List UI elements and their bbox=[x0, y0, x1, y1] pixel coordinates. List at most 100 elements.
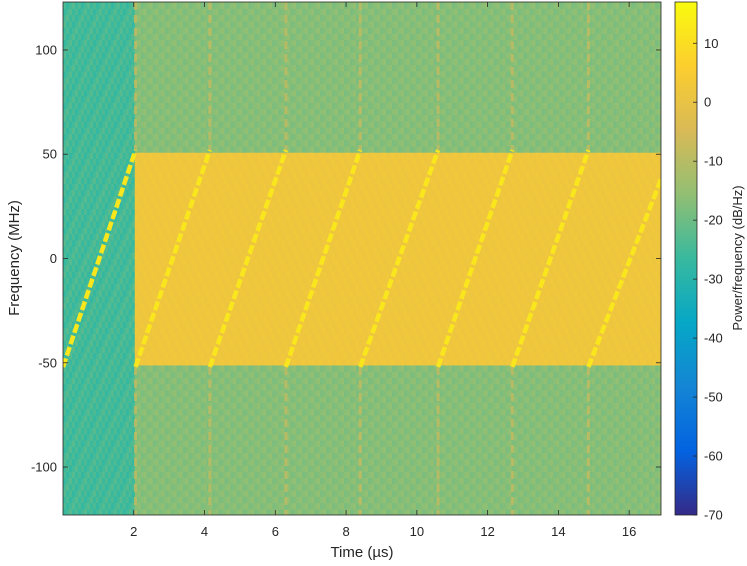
heatmap-cell bbox=[230, 364, 235, 372]
heatmap-cell bbox=[77, 502, 82, 510]
heatmap-cell bbox=[203, 27, 208, 34]
heatmap-cell bbox=[230, 214, 235, 222]
heatmap-cell bbox=[65, 127, 70, 134]
heatmap-cell bbox=[173, 402, 178, 410]
heatmap-cell bbox=[65, 371, 70, 378]
heatmap-cell bbox=[200, 133, 205, 141]
heatmap-cell bbox=[203, 202, 208, 210]
heatmap-cell bbox=[206, 308, 211, 316]
heatmap-cell bbox=[149, 433, 154, 441]
heatmap-cell bbox=[119, 358, 124, 366]
heatmap-cell bbox=[239, 352, 243, 360]
heatmap-cell bbox=[83, 77, 88, 84]
heatmap-cell bbox=[176, 308, 181, 316]
heatmap-cell bbox=[146, 14, 151, 22]
heatmap-cell bbox=[233, 152, 238, 160]
heatmap-cell bbox=[242, 464, 246, 472]
heatmap-cell bbox=[188, 346, 193, 353]
heatmap-cell bbox=[230, 377, 235, 385]
heatmap-cell bbox=[77, 402, 82, 410]
heatmap-cell bbox=[98, 389, 103, 397]
heatmap-cell bbox=[173, 508, 178, 515]
heatmap-cell bbox=[164, 327, 169, 335]
heatmap-cell bbox=[128, 39, 133, 47]
heatmap-cell bbox=[170, 458, 175, 466]
heatmap-cell bbox=[242, 33, 246, 41]
heatmap-cell bbox=[224, 489, 229, 497]
heatmap-cell bbox=[212, 95, 217, 103]
heatmap-cell bbox=[239, 227, 243, 235]
heatmap-cell bbox=[113, 70, 118, 78]
heatmap-cell bbox=[239, 189, 243, 197]
heatmap-cell bbox=[146, 164, 151, 172]
heatmap-cell bbox=[185, 277, 190, 285]
heatmap-cell bbox=[83, 421, 88, 429]
heatmap-cell bbox=[80, 208, 85, 216]
heatmap-cell bbox=[167, 33, 172, 41]
heatmap-cell bbox=[194, 145, 199, 153]
heatmap-cell bbox=[77, 89, 82, 97]
heatmap-cell bbox=[89, 133, 94, 141]
heatmap-cell bbox=[137, 458, 142, 466]
heatmap-cell bbox=[104, 227, 109, 235]
heatmap-cell bbox=[86, 421, 91, 429]
heatmap-cell bbox=[176, 127, 181, 134]
heatmap-cell bbox=[224, 95, 229, 103]
heatmap-cell bbox=[230, 114, 235, 122]
heatmap-cell bbox=[74, 208, 79, 216]
heatmap-cell bbox=[83, 452, 88, 460]
heatmap-cell bbox=[140, 27, 145, 34]
heatmap-cell bbox=[239, 258, 243, 266]
heatmap-cell bbox=[140, 120, 145, 128]
heatmap-cell bbox=[65, 120, 70, 128]
heatmap-cell bbox=[89, 483, 94, 491]
heatmap-cell bbox=[101, 195, 106, 203]
heatmap-cell bbox=[116, 133, 121, 141]
heatmap-cell bbox=[65, 233, 70, 241]
heatmap-cell bbox=[194, 152, 199, 160]
heatmap-cell bbox=[107, 95, 112, 103]
heatmap-cell bbox=[122, 214, 127, 222]
heatmap-cell bbox=[176, 433, 181, 441]
heatmap-cell bbox=[167, 308, 172, 316]
heatmap-cell bbox=[182, 83, 187, 91]
heatmap-cell bbox=[68, 70, 73, 78]
heatmap-cell bbox=[149, 114, 154, 122]
heatmap-cell bbox=[137, 170, 142, 178]
heatmap-cell bbox=[179, 45, 184, 53]
heatmap-cell bbox=[176, 183, 181, 191]
heatmap-cell bbox=[191, 89, 196, 97]
heatmap-cell bbox=[63, 183, 67, 191]
heatmap-cell bbox=[74, 158, 79, 166]
heatmap-cell bbox=[134, 195, 139, 203]
heatmap-cell bbox=[194, 389, 199, 397]
heatmap-cell bbox=[170, 145, 175, 153]
heatmap-cell bbox=[227, 421, 232, 429]
heatmap-cell bbox=[236, 358, 241, 366]
heatmap-cell bbox=[158, 389, 163, 397]
heatmap-cell bbox=[152, 321, 157, 328]
heatmap-cell bbox=[230, 433, 235, 441]
heatmap-cell bbox=[161, 271, 166, 278]
heatmap-cell bbox=[116, 283, 121, 291]
heatmap-cell bbox=[161, 477, 166, 485]
heatmap-cell bbox=[122, 502, 127, 510]
heatmap-cell bbox=[92, 77, 97, 84]
heatmap-cell bbox=[122, 127, 127, 134]
heatmap-cell bbox=[191, 402, 196, 410]
heatmap-cell bbox=[176, 283, 181, 291]
heatmap-cell bbox=[239, 8, 243, 16]
heatmap-cell bbox=[230, 95, 235, 103]
heatmap-cell bbox=[95, 508, 100, 515]
heatmap-cell bbox=[116, 102, 121, 109]
heatmap-cell bbox=[170, 452, 175, 460]
heatmap-cell bbox=[230, 389, 235, 397]
heatmap-cell bbox=[152, 327, 157, 335]
heatmap-cell bbox=[152, 502, 157, 510]
heatmap-cell bbox=[218, 477, 223, 485]
heatmap-cell bbox=[107, 389, 112, 397]
heatmap-cell bbox=[194, 508, 199, 515]
heatmap-cell bbox=[188, 271, 193, 278]
heatmap-cell bbox=[116, 371, 121, 378]
heatmap-cell bbox=[188, 302, 193, 310]
